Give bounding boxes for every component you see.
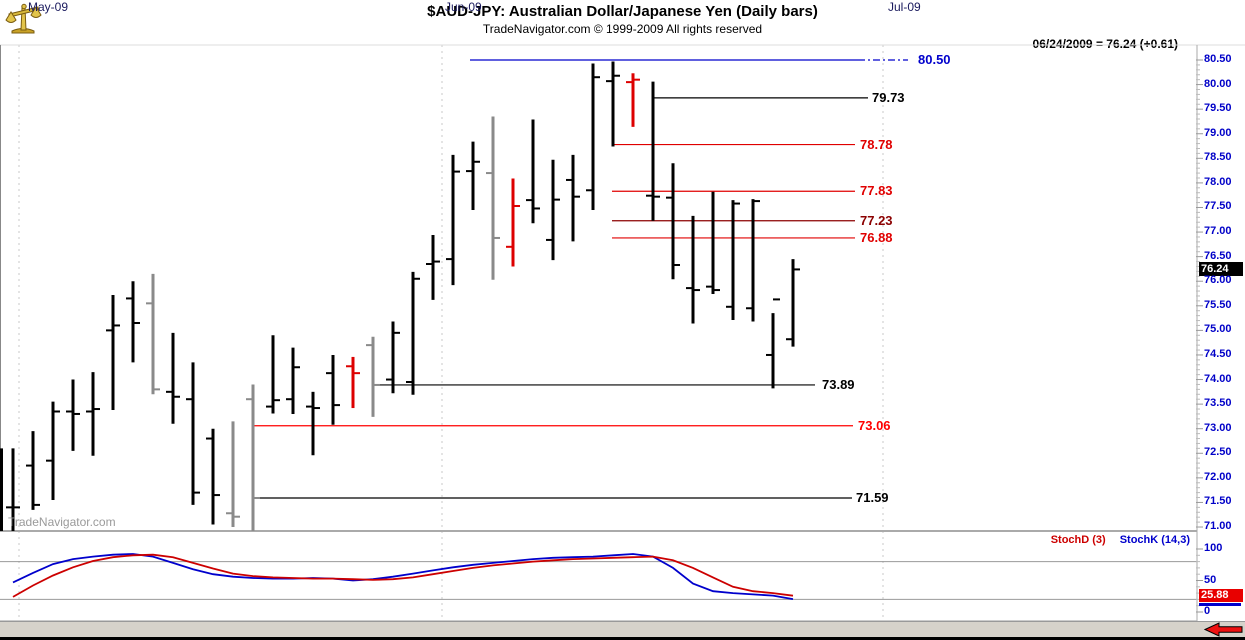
ohlc-bar xyxy=(486,116,500,280)
ohlc-bar xyxy=(586,63,600,210)
ohlc-bar xyxy=(506,178,520,267)
ohlc-bar xyxy=(726,200,740,321)
price-axis-tick-label: 74.50 xyxy=(1204,347,1232,360)
ohlc-bar xyxy=(406,271,420,395)
stoch-axis-tick-label: 100 xyxy=(1204,542,1223,554)
price-chart-canvas xyxy=(0,44,1245,531)
price-level-label: 77.23 xyxy=(860,212,893,228)
watermark: TradeNavigator.com xyxy=(8,515,116,529)
stoch-axis-tick-label: 50 xyxy=(1204,573,1217,586)
ohlc-bar xyxy=(286,347,300,414)
ohlc-bar xyxy=(786,259,800,347)
x-axis-label: Jun-09 xyxy=(445,0,482,14)
scroll-left-arrow-icon[interactable] xyxy=(1203,622,1244,637)
price-axis-tick-label: 71.00 xyxy=(1204,520,1232,533)
x-axis-label: May-09 xyxy=(28,0,69,14)
price-level-label: 77.83 xyxy=(860,183,893,199)
ohlc-bar xyxy=(386,321,400,394)
ohlc-bar xyxy=(686,215,700,324)
ohlc-bar xyxy=(146,273,160,395)
price-level-label: 76.88 xyxy=(860,229,893,245)
tradenavigator-logo xyxy=(5,3,42,34)
stoch-axis-tick-label: 0 xyxy=(1204,605,1211,617)
price-axis-tick-label: 79.50 xyxy=(1204,102,1232,115)
ohlc-bar xyxy=(106,294,120,411)
x-axis-label: Jul-09 xyxy=(888,0,921,14)
price-axis-tick-label: 75.50 xyxy=(1204,298,1232,311)
ohlc-bar xyxy=(366,336,380,417)
x-axis-strip xyxy=(0,621,1245,638)
price-axis-tick-label: 80.00 xyxy=(1204,77,1232,90)
ohlc-bar xyxy=(126,281,140,363)
price-level-label: 73.06 xyxy=(858,417,891,433)
price-level-label: 78.78 xyxy=(860,136,893,152)
last-price-badge: 76.24 xyxy=(1199,262,1243,277)
price-axis-tick-label: 80.50 xyxy=(1204,53,1232,65)
ohlc-bar xyxy=(626,73,640,127)
stochk-value-marker xyxy=(1199,602,1241,606)
ohlc-bar xyxy=(746,199,760,322)
stochd-value-badge: 25.88 xyxy=(1199,589,1243,603)
price-axis-tick-label: 72.50 xyxy=(1204,446,1232,459)
quote-readout: 06/24/2009 = 76.24 (+0.61) xyxy=(1032,37,1178,51)
ohlc-bar xyxy=(546,159,560,261)
price-axis-tick-label: 71.50 xyxy=(1204,495,1232,508)
price-level-label: 73.89 xyxy=(822,376,855,392)
price-axis-tick-label: 74.00 xyxy=(1204,372,1232,385)
ohlc-bar xyxy=(666,163,680,280)
legend-stochk-label: StochK (14,3) xyxy=(1119,534,1190,546)
ohlc-bar xyxy=(526,119,540,224)
ohlc-bar xyxy=(566,154,580,242)
ohlc-bar xyxy=(46,401,60,500)
price-axis-tick-label: 79.00 xyxy=(1204,126,1232,139)
price-level-label: 79.73 xyxy=(872,89,905,105)
price-axis-tick-label: 76.00 xyxy=(1204,274,1232,287)
price-axis-tick-label: 77.50 xyxy=(1204,200,1232,213)
ohlc-bar xyxy=(346,356,360,409)
ohlc-bar xyxy=(66,379,80,451)
ohlc-bar xyxy=(446,154,460,286)
price-axis-tick-label: 76.50 xyxy=(1204,249,1232,262)
ohlc-bar xyxy=(206,428,220,525)
window-bottom-edge xyxy=(0,637,1245,640)
ohlc-bar xyxy=(86,372,100,456)
price-axis-tick-label: 75.00 xyxy=(1204,323,1232,336)
ohlc-bar xyxy=(6,448,20,531)
ohlc-bar xyxy=(646,81,660,221)
ohlc-bar xyxy=(606,61,620,147)
ohlc-bar xyxy=(26,431,40,510)
ohlc-bar xyxy=(186,362,200,505)
stochastic-curve xyxy=(12,553,794,598)
chart-subtitle: TradeNavigator.com © 1999-2009 All right… xyxy=(482,22,763,36)
ohlc-bar xyxy=(226,421,240,528)
ohlc-bar xyxy=(766,298,780,389)
price-axis-tick-label: 78.50 xyxy=(1204,151,1232,164)
price-axis-tick-label: 73.00 xyxy=(1204,421,1232,434)
ohlc-bar xyxy=(306,391,320,456)
price-axis-tick-label: 77.00 xyxy=(1204,225,1232,238)
stochastic-legend: StochD (3) StochK (14,3) xyxy=(1030,534,1190,546)
chart-title: $AUD-JPY: Australian Dollar/Japanese Yen… xyxy=(427,3,818,20)
ohlc-bar xyxy=(466,141,480,210)
ohlc-bar xyxy=(426,235,440,300)
price-axis-tick-label: 78.00 xyxy=(1204,175,1232,188)
price-axis-tick-label: 72.00 xyxy=(1204,470,1232,483)
ohlc-bar xyxy=(326,354,340,425)
ohlc-bar xyxy=(266,335,280,414)
ohlc-bar xyxy=(706,191,720,295)
price-level-label: 80.50 xyxy=(918,52,951,67)
ohlc-bar xyxy=(166,332,180,424)
ohlc-bar xyxy=(246,384,260,531)
price-axis-tick-label: 73.50 xyxy=(1204,397,1232,410)
price-level-label: 71.59 xyxy=(856,490,889,505)
legend-stochd-label: StochD (3) xyxy=(1050,534,1106,546)
